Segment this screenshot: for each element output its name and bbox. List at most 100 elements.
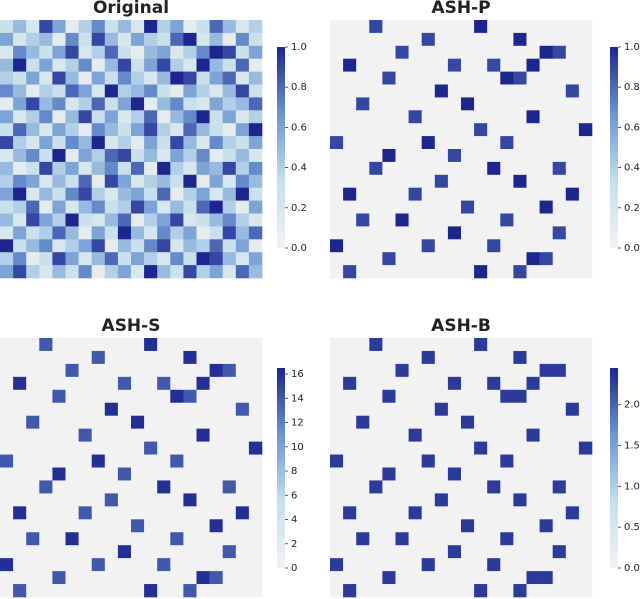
heatmap-cell <box>183 226 197 240</box>
heatmap-cell <box>474 584 488 598</box>
heatmap-cell <box>461 97 475 111</box>
heatmap-cell <box>408 363 422 378</box>
heatmap-cell <box>565 71 580 85</box>
heatmap-cell <box>487 350 501 365</box>
heatmap-cell <box>395 239 409 253</box>
heatmap-cell <box>26 84 40 98</box>
heatmap-cell <box>248 467 263 481</box>
colorbar-tick-label: 0 <box>291 563 297 574</box>
heatmap-cell <box>578 239 593 253</box>
heatmap-cell <box>382 350 396 365</box>
heatmap-cell <box>474 532 488 546</box>
heatmap-cell <box>552 402 567 416</box>
heatmap-cell <box>170 161 184 176</box>
heatmap-cell <box>474 32 488 47</box>
heatmap-cell <box>578 32 593 47</box>
heatmap-cell <box>408 161 422 176</box>
heatmap-cell <box>196 84 210 98</box>
heatmap-cell <box>157 454 171 468</box>
heatmap-cell <box>500 519 514 533</box>
heatmap-cell <box>565 428 580 442</box>
heatmap-cell <box>395 376 409 391</box>
heatmap-cell <box>104 161 119 176</box>
heatmap-cell <box>434 161 449 176</box>
heatmap-cell <box>52 389 66 404</box>
heatmap-cell <box>196 252 210 266</box>
heatmap-cell <box>91 161 106 176</box>
heatmap-cell <box>500 58 514 72</box>
heatmap-cell <box>52 519 66 533</box>
heatmap-cell <box>578 265 593 279</box>
heatmap-cell <box>408 519 422 533</box>
heatmap-cell <box>474 161 488 176</box>
heatmap-cell <box>91 519 106 533</box>
heatmap-cell <box>369 97 383 111</box>
heatmap-cell <box>330 376 344 391</box>
heatmap-cell <box>157 161 171 176</box>
heatmap-cell <box>382 415 396 429</box>
heatmap-cell <box>157 174 171 188</box>
heatmap-cell <box>474 506 488 520</box>
heatmap-cell <box>248 174 263 188</box>
heatmap-cell <box>408 402 422 416</box>
heatmap-cell <box>500 493 514 507</box>
colorbar-tick-label: 0.2 <box>624 203 640 214</box>
heatmap-cell <box>91 45 106 59</box>
heatmap-cell <box>13 45 27 59</box>
heatmap-cell <box>421 239 436 253</box>
heatmap-cell <box>222 467 237 481</box>
heatmap-cell <box>330 402 344 416</box>
heatmap-cell <box>382 454 396 468</box>
colorbar-tick-label: 0.0 <box>291 243 307 254</box>
heatmap-cell <box>157 558 171 572</box>
heatmap-cell <box>421 174 436 188</box>
colorbar-tick-label: 4 <box>291 515 297 526</box>
heatmap-cell <box>330 226 344 240</box>
heatmap-cell <box>39 571 53 585</box>
heatmap-cell <box>183 338 197 352</box>
heatmap-cell <box>13 32 27 47</box>
heatmap-cell <box>356 161 370 176</box>
heatmap-cell <box>196 376 210 391</box>
heatmap-cell <box>52 376 66 391</box>
heatmap-cell <box>474 174 488 188</box>
heatmap-cell <box>26 350 40 365</box>
heatmap-cell <box>539 350 553 365</box>
heatmap-cell <box>52 454 66 468</box>
heatmap-cell <box>209 558 223 572</box>
heatmap-cell <box>434 389 449 404</box>
heatmap-cell <box>235 338 250 352</box>
heatmap-cell <box>0 415 14 429</box>
heatmap-cell <box>196 415 210 429</box>
heatmap-cell <box>408 338 422 352</box>
heatmap-cell <box>235 584 250 598</box>
heatmap-cell <box>222 252 237 266</box>
heatmap-cell <box>526 428 540 442</box>
heatmap-cell <box>26 71 40 85</box>
heatmap-cell <box>434 441 449 455</box>
heatmap-cell <box>526 161 540 176</box>
heatmap-cell <box>434 136 449 150</box>
heatmap-cell <box>513 200 527 214</box>
heatmap-cell <box>13 545 27 559</box>
heatmap-cell <box>170 493 184 507</box>
heatmap-cell <box>26 58 40 72</box>
heatmap-cell <box>183 506 197 520</box>
heatmap-cell <box>157 338 171 352</box>
heatmap-cell <box>52 136 66 150</box>
heatmap-cell <box>474 571 488 585</box>
heatmap-cell <box>52 174 66 188</box>
heatmap-cell <box>461 493 475 507</box>
heatmap-cell <box>369 20 383 34</box>
heatmap-cell <box>395 161 409 176</box>
heatmap-cell <box>183 363 197 378</box>
heatmap-cell <box>474 415 488 429</box>
heatmap-cell <box>369 454 383 468</box>
heatmap-cell <box>144 20 158 34</box>
heatmap-cell <box>183 239 197 253</box>
heatmap-cell <box>500 545 514 559</box>
heatmap-cell <box>382 428 396 442</box>
heatmap-cell <box>356 45 370 59</box>
colorbar-tick-label: 0.8 <box>624 82 640 93</box>
colorbar-tick-label: 1.0 <box>624 481 640 492</box>
